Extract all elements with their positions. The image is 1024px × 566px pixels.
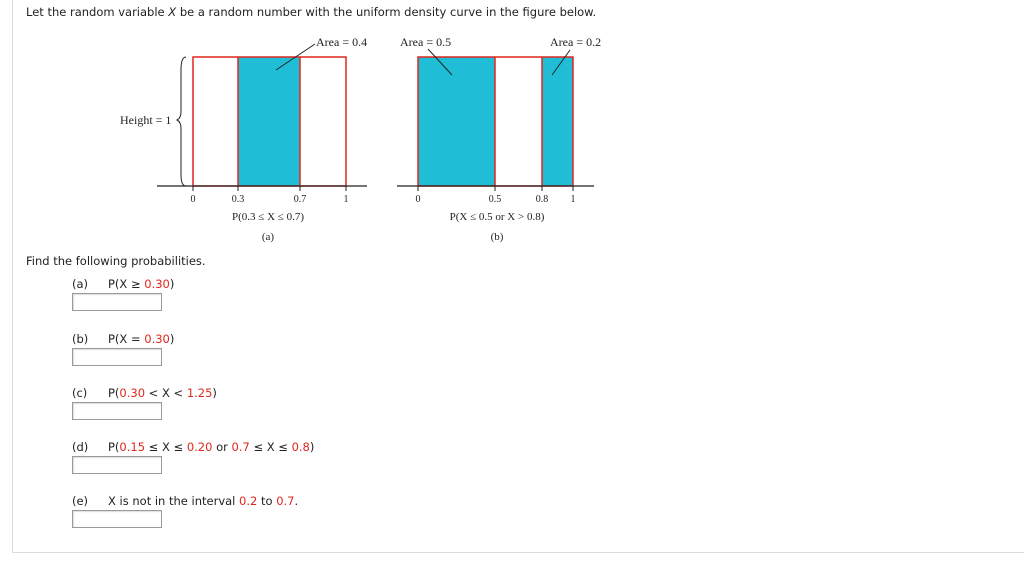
question-label: (a) <box>72 277 89 291</box>
shaded-region-b-left <box>418 57 495 186</box>
tick-label-b-2: 0.8 <box>536 194 549 205</box>
area-pointer-b-left <box>427 48 453 76</box>
question-c: (c) P(0.30 < X < 1.25) <box>72 386 217 400</box>
uniform-density-figure: Area = 0.4 Height = 1 0 0.3 0.7 1 P(0.3 … <box>120 35 601 243</box>
expr-text: ) <box>169 332 175 346</box>
question-e: (e) X is not in the interval 0.2 to 0.7. <box>72 494 298 508</box>
tick-label-b-3: 1 <box>571 194 576 205</box>
expr-text: ) <box>169 277 175 291</box>
answer-input-a[interactable] <box>72 293 162 311</box>
expr-text: < X < <box>145 386 187 400</box>
expr-number: 0.7 <box>231 440 250 454</box>
area-label-a: Area = 0.4 <box>316 35 367 49</box>
shaded-region-a <box>238 57 300 186</box>
figure-b: Area = 0.5 Area = 0.2 0 0.5 0.8 1 P(X ≤ … <box>397 35 601 243</box>
area-pointer-a <box>275 43 316 71</box>
expr-number: 0.30 <box>144 332 170 346</box>
tick-label-a-2: 0.7 <box>294 194 307 205</box>
question-label: (d) <box>72 440 89 454</box>
content-panel <box>12 0 1024 553</box>
answer-input-c[interactable] <box>72 402 162 420</box>
answer-input-b[interactable] <box>72 348 162 366</box>
question-d: (d) P(0.15 ≤ X ≤ 0.20 or 0.7 ≤ X ≤ 0.8) <box>72 440 314 454</box>
shaded-region-b-right <box>542 57 573 186</box>
expr-text: ≤ X ≤ <box>145 440 187 454</box>
expr-text: P( <box>108 386 120 400</box>
answer-input-e[interactable] <box>72 510 162 528</box>
expr-text: ≤ X ≤ <box>249 440 292 454</box>
area-pointer-b-right <box>551 49 571 76</box>
tick-label-b-1: 0.5 <box>489 194 502 205</box>
expr-number: 0.8 <box>291 440 310 454</box>
expr-text: or <box>212 440 232 454</box>
expr-text: P( <box>108 440 120 454</box>
height-brace <box>175 56 187 187</box>
intro-text: Let the random variable X be a random nu… <box>26 5 597 19</box>
question-label: (c) <box>72 386 88 400</box>
figure-a: Area = 0.4 Height = 1 0 0.3 0.7 1 P(0.3 … <box>120 35 367 243</box>
question-expression: P(0.30 < X < 1.25) <box>108 386 217 400</box>
tick-label-a-1: 0.3 <box>232 194 245 205</box>
expr-text: X is not in the interval <box>108 494 240 508</box>
tick-label-a-3: 1 <box>344 194 349 205</box>
expr-number: 0.20 <box>186 440 213 454</box>
expr-number: 0.2 <box>239 494 258 508</box>
expr-text: P(X = <box>108 332 145 346</box>
expr-text: ) <box>212 386 217 400</box>
expr-number: 0.15 <box>119 440 146 454</box>
area-label-b-right: Area = 0.2 <box>550 35 601 49</box>
expr-text: to <box>257 494 277 508</box>
tick-label-a-0: 0 <box>191 194 196 205</box>
question-expression: X is not in the interval 0.2 to 0.7. <box>108 494 298 508</box>
tick-label-b-0: 0 <box>416 194 421 205</box>
answer-input-d[interactable] <box>72 456 162 474</box>
question-expression: P(0.15 ≤ X ≤ 0.20 or 0.7 ≤ X ≤ 0.8) <box>108 440 314 454</box>
caption-a: P(0.3 ≤ X ≤ 0.7) <box>232 211 304 223</box>
sub-label-b: (b) <box>491 231 504 243</box>
area-label-b-left: Area = 0.5 <box>400 35 451 49</box>
prompt-text: Find the following probabilities. <box>26 254 206 268</box>
expr-number: 0.7 <box>276 494 295 508</box>
question-b: (b) P(X = 0.30) <box>72 332 174 346</box>
expr-number: 0.30 <box>144 277 170 291</box>
question-a: (a) P(X ≥ 0.30) <box>72 277 174 291</box>
question-label: (b) <box>72 332 89 346</box>
question-label: (e) <box>72 494 89 508</box>
expr-text: . <box>294 494 299 508</box>
question-expression: P(X ≥ 0.30) <box>108 277 174 291</box>
expr-text: ) <box>309 440 315 454</box>
question-expression: P(X = 0.30) <box>108 332 174 346</box>
height-label: Height = 1 <box>120 113 171 127</box>
caption-b: P(X ≤ 0.5 or X > 0.8) <box>450 211 545 223</box>
expr-number: 0.30 <box>119 386 146 400</box>
sub-label-a: (a) <box>262 231 275 243</box>
expr-number: 1.25 <box>186 386 213 400</box>
expr-text: P(X ≥ <box>108 277 145 291</box>
